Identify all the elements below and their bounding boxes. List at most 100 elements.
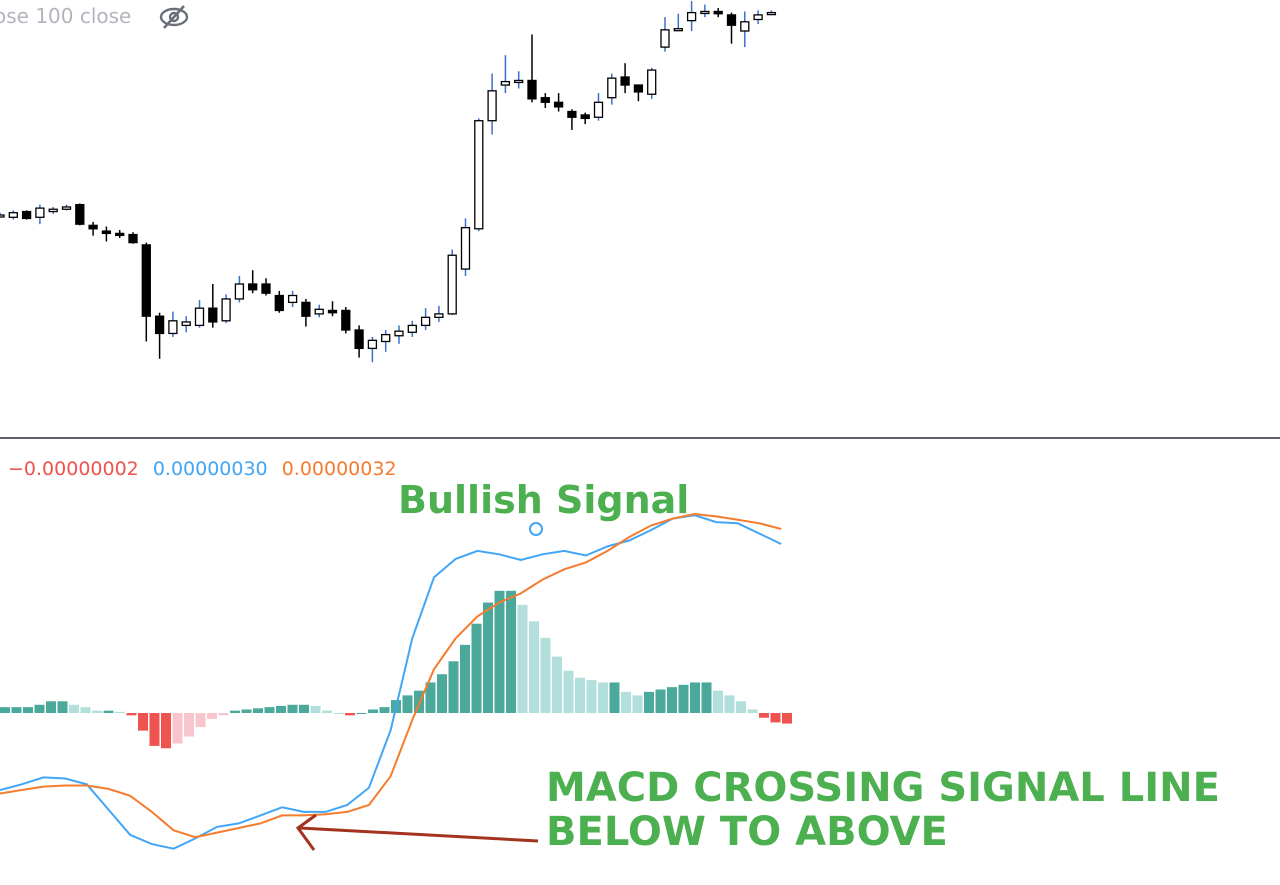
histogram-bar xyxy=(747,709,758,713)
histogram-bar xyxy=(69,704,79,713)
candle-body xyxy=(208,307,218,323)
candle-body xyxy=(154,315,165,335)
candle-body xyxy=(647,69,657,95)
candle-body xyxy=(686,11,697,22)
macd-line xyxy=(0,514,782,850)
bullish-signal-label: Bullish Signal xyxy=(398,478,690,522)
candle-body xyxy=(540,97,550,103)
histogram-bar xyxy=(713,690,723,713)
candle-body xyxy=(287,294,298,304)
histogram-bar xyxy=(195,713,206,728)
candle-body xyxy=(766,11,777,16)
candle-body xyxy=(141,244,151,317)
histogram-bar xyxy=(46,701,56,713)
histogram-bar xyxy=(345,713,355,716)
histogram-bar xyxy=(356,713,367,714)
histogram-bar xyxy=(287,704,298,713)
histogram-bar xyxy=(379,707,390,713)
candle-body xyxy=(367,339,378,350)
candle-body xyxy=(101,230,112,235)
histogram-bar xyxy=(207,713,217,719)
candle-body xyxy=(115,232,125,237)
histogram-bar xyxy=(506,590,516,713)
candle-body xyxy=(740,21,750,32)
candle-body xyxy=(314,308,324,315)
candle-body xyxy=(221,298,231,322)
candle-body xyxy=(327,309,338,314)
candle-body xyxy=(527,79,537,100)
histogram-bar xyxy=(471,623,482,713)
signal-line xyxy=(0,512,782,839)
histogram-bar xyxy=(57,701,68,713)
candle-body xyxy=(8,212,18,218)
histogram-bar xyxy=(115,711,125,713)
histogram-bar xyxy=(448,661,459,713)
candle-body xyxy=(194,307,205,327)
histogram-bar xyxy=(632,695,643,713)
histogram-bar xyxy=(161,713,171,749)
candle-body xyxy=(248,283,258,291)
candle-body xyxy=(168,320,178,335)
candle-body xyxy=(633,84,644,93)
macd-values-legend: −0.00000002 0.00000030 0.00000032 xyxy=(8,458,405,480)
candle-body xyxy=(753,14,763,21)
candle-body xyxy=(500,80,511,86)
histogram-bar xyxy=(149,713,160,746)
histogram-bar xyxy=(172,713,183,744)
histogram-bar xyxy=(80,707,91,713)
histogram-bar xyxy=(138,713,148,731)
histogram-bar xyxy=(184,713,194,737)
histogram-bar xyxy=(644,691,654,713)
histogram-bar xyxy=(230,710,240,713)
candle-body xyxy=(567,110,577,118)
histogram-bar xyxy=(276,705,286,713)
crossing-annotation: MACD CROSSING SIGNAL LINE BELOW TO ABOVE xyxy=(546,766,1220,854)
crossing-annotation-line-2: BELOW TO ABOVE xyxy=(546,809,948,855)
candle-body xyxy=(460,226,471,270)
histogram-bar xyxy=(690,682,700,713)
histogram-bar xyxy=(770,713,781,723)
bullish-signal-marker xyxy=(529,522,543,536)
histogram-bar xyxy=(575,677,585,713)
candle-body xyxy=(553,101,564,108)
candle-body xyxy=(660,29,670,48)
histogram-bar xyxy=(264,707,275,713)
histogram-bar xyxy=(517,604,528,713)
histogram-bar xyxy=(299,704,309,713)
macd-value: 0.00000030 xyxy=(152,458,268,480)
candle-body xyxy=(274,294,284,312)
candle-body xyxy=(580,114,590,120)
arrow-head xyxy=(295,813,317,851)
histogram-bar xyxy=(724,695,735,713)
candle-body xyxy=(61,206,72,210)
histogram-bar xyxy=(103,710,114,713)
histogram-bar xyxy=(437,674,447,713)
histogram-bar xyxy=(667,687,677,713)
candle-body xyxy=(301,301,311,317)
candle-body xyxy=(726,14,737,26)
candle-body xyxy=(447,254,457,315)
histogram-bar xyxy=(253,708,263,713)
histogram-bar xyxy=(563,670,574,713)
histogram-bar xyxy=(701,682,712,713)
candle-body xyxy=(0,214,5,218)
candle-body xyxy=(474,120,484,230)
candle-body xyxy=(673,28,683,32)
crossing-arrow xyxy=(295,813,539,851)
histogram-bar xyxy=(23,707,33,713)
candle-body xyxy=(35,207,45,218)
histogram-bar xyxy=(552,656,562,713)
histogram-bar xyxy=(759,713,769,718)
histogram-bar xyxy=(402,695,413,713)
eye-crossed-icon[interactable] xyxy=(158,4,190,30)
histogram-bar xyxy=(621,691,631,713)
candle-body xyxy=(261,283,271,294)
candle-body xyxy=(48,208,58,213)
candle-body xyxy=(128,233,138,244)
histogram-bar xyxy=(609,682,620,713)
histogram-bar xyxy=(529,621,539,713)
histogram-bar xyxy=(11,707,22,713)
candle-body xyxy=(394,330,404,337)
histogram-bar xyxy=(586,680,597,713)
